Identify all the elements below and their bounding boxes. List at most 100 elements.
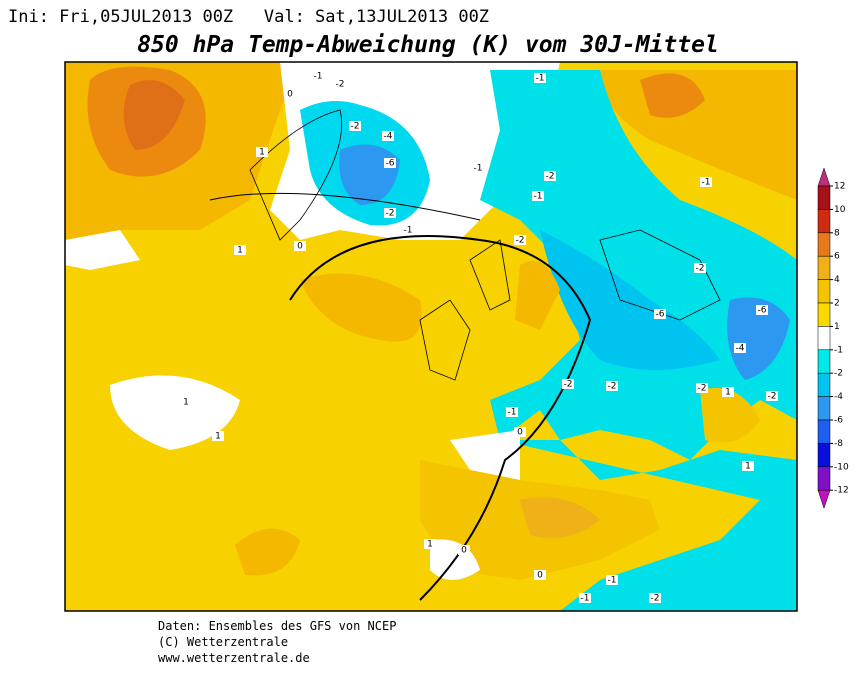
legend-swatch [817, 302, 831, 327]
contour-label: -2 [336, 80, 345, 90]
contour-label: -2 [651, 594, 660, 604]
legend-swatch [817, 443, 831, 468]
contour-label-bg [544, 171, 556, 181]
footer-line: Daten: Ensembles des GFS von NCEP [158, 619, 396, 633]
contour-label-bg [756, 305, 768, 315]
contour-label: -6 [758, 306, 767, 316]
contour-label-bg [696, 383, 708, 393]
contour-label: -2 [351, 122, 360, 132]
contour-label-bg [384, 208, 396, 218]
contour-label: 1 [259, 148, 265, 158]
contour-label-bg [694, 263, 706, 273]
contour-label-bg [766, 391, 778, 401]
contour-label-bg [472, 163, 484, 173]
contour-label: 1 [215, 432, 221, 442]
legend-label: 6 [834, 252, 840, 262]
legend-swatch [817, 279, 831, 304]
contour-label-bg [334, 79, 346, 89]
contour-label-bg [700, 177, 712, 187]
contour-label: -1 [581, 594, 590, 604]
contour-label: 0 [517, 428, 523, 438]
contour-label: -1 [608, 576, 617, 586]
contour-label: -2 [564, 380, 573, 390]
contour-label-bg [534, 570, 546, 580]
legend-swatch [817, 326, 831, 351]
contour-label: -1 [474, 164, 483, 174]
legend-label: 12 [834, 182, 845, 192]
legend-tip [817, 489, 831, 509]
contour-label-bg [532, 191, 544, 201]
legend-label: -2 [834, 369, 843, 379]
contour-label: 0 [297, 242, 303, 252]
contour-label: 1 [237, 246, 243, 256]
contour-label-bg [506, 407, 518, 417]
contour-label: -2 [698, 384, 707, 394]
run-info: Ini: Fri,05JUL2013 00Z Val: Sat,13JUL201… [8, 7, 489, 27]
legend-swatch [817, 255, 831, 280]
contour-label-bg [294, 241, 306, 251]
contour-label: 1 [183, 398, 189, 408]
legend-swatch [817, 185, 831, 210]
contour-label-bg [514, 235, 526, 245]
legend-swatch [817, 209, 831, 234]
contour-label-bg [349, 121, 361, 131]
contour-label: 0 [537, 571, 543, 581]
contour-label: -2 [768, 392, 777, 402]
contour-label: -1 [404, 226, 413, 236]
contour-label: -2 [546, 172, 555, 182]
contour-label-bg [742, 461, 754, 471]
legend-label: -12 [834, 486, 849, 496]
contour-label-bg [312, 71, 324, 81]
contour-label-bg [234, 245, 246, 255]
contour-label-bg [458, 545, 470, 555]
legend-label: 1 [834, 322, 840, 332]
contour-label-bg [649, 593, 661, 603]
contour-label: 0 [461, 546, 467, 556]
contour-label-bg [734, 343, 746, 353]
contour-label-bg [384, 158, 396, 168]
legend-tip [817, 167, 831, 187]
legend-swatch [817, 396, 831, 421]
legend-swatch [817, 232, 831, 257]
contour-label: -1 [536, 74, 545, 84]
legend-swatch [817, 466, 831, 491]
contour-label: -6 [656, 310, 665, 320]
legend-label: 4 [834, 275, 840, 285]
contour-label: -1 [702, 178, 711, 188]
legend-label: -4 [834, 392, 843, 402]
contour-label-bg [722, 387, 734, 397]
contour-label: 1 [427, 540, 433, 550]
legend-label: -10 [834, 462, 849, 472]
legend-swatch [817, 349, 831, 374]
contour-label-bg [654, 309, 666, 319]
contour-label-bg [562, 379, 574, 389]
contour-label: -4 [384, 132, 393, 142]
contour-label-bg [382, 131, 394, 141]
contour-label-bg [212, 431, 224, 441]
contour-label: 1 [745, 462, 751, 472]
footer-line: (C) Wetterzentrale [158, 635, 288, 649]
legend-label: -8 [834, 439, 843, 449]
map-field [65, 62, 797, 611]
legend-label: 2 [834, 299, 840, 309]
legend-label: 10 [834, 205, 846, 215]
contour-label: -2 [608, 382, 617, 392]
contour-label-bg [606, 381, 618, 391]
contour-label-bg [606, 575, 618, 585]
legend-swatch [817, 419, 831, 444]
contour-label: -2 [696, 264, 705, 274]
contour-label: -4 [736, 344, 745, 354]
contour-label-bg [534, 73, 546, 83]
legend-label: -1 [834, 345, 843, 355]
contour-label: -1 [314, 72, 323, 82]
contour-label-bg [424, 539, 436, 549]
contour-label: -1 [534, 192, 543, 202]
map-frame [64, 61, 798, 612]
contour-label-bg [402, 225, 414, 235]
legend-label: -6 [834, 416, 843, 426]
contour-label: -2 [386, 209, 395, 219]
contour-label: -1 [508, 408, 517, 418]
map-title: 850 hPa Temp-Abweichung (K) vom 30J-Mitt… [137, 32, 719, 58]
contour-label: 1 [725, 388, 731, 398]
